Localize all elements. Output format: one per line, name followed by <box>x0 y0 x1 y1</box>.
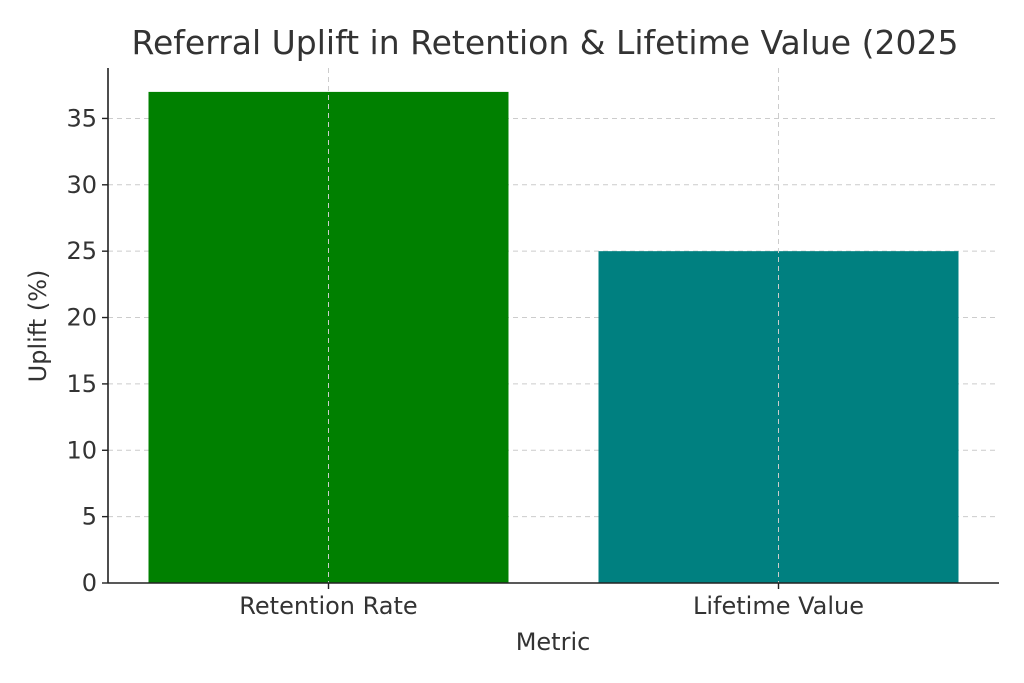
y-tick-label: 15 <box>66 370 97 398</box>
x-tick-label: Lifetime Value <box>693 592 864 620</box>
y-tick-label: 0 <box>82 569 97 597</box>
bars-layer <box>148 91 959 583</box>
y-tick-label: 25 <box>66 237 97 265</box>
y-tick-label: 10 <box>66 436 97 464</box>
x-axis-label: Metric <box>516 628 591 656</box>
chart-title: Referral Uplift in Retention & Lifetime … <box>132 23 959 62</box>
y-tick-label: 5 <box>82 503 97 531</box>
y-tick-label: 30 <box>66 171 97 199</box>
y-tick-label: 20 <box>66 304 97 332</box>
ticks-layer: 0 5 10 15 20 25 30 35 Retention Rate Lifetime Val… <box>66 104 864 620</box>
y-axis-label: Uplift (%) <box>24 270 52 383</box>
bar <box>598 251 959 583</box>
x-tick-label: Retention Rate <box>239 592 417 620</box>
y-tick-label: 35 <box>66 104 97 132</box>
vertical-grid-layer <box>328 68 779 583</box>
axes-layer <box>107 68 999 584</box>
